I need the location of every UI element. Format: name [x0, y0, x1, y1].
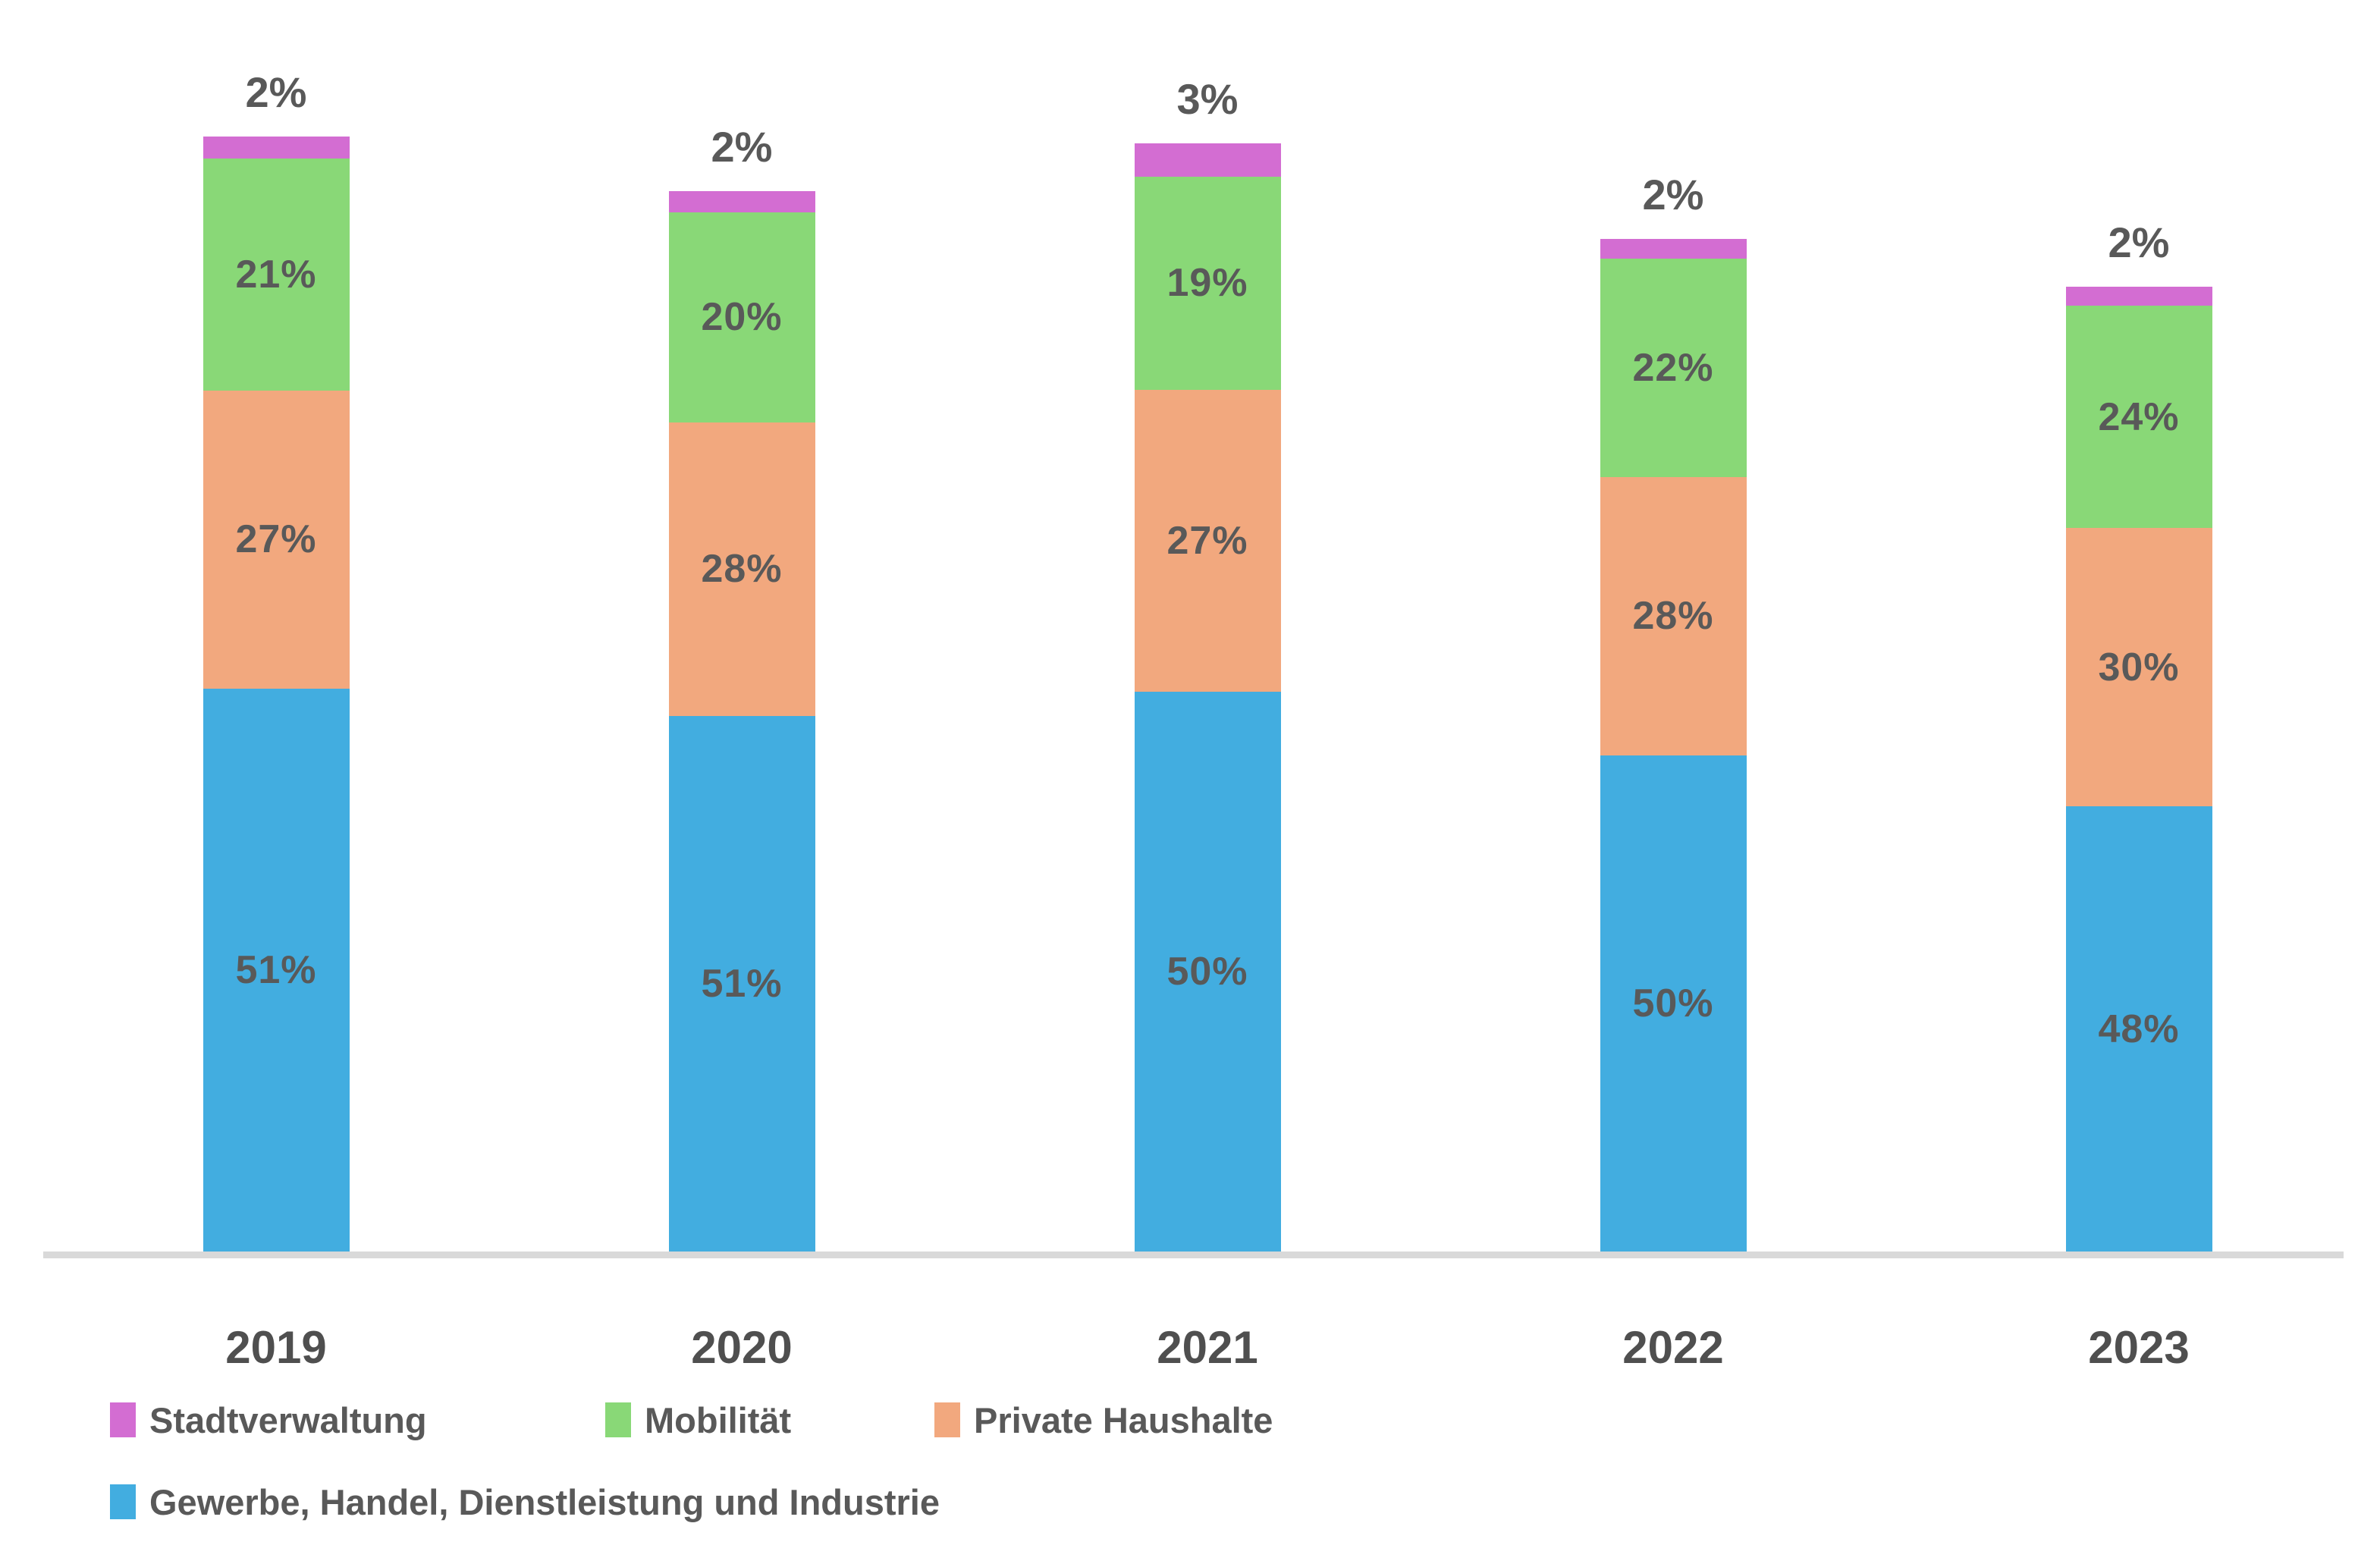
- bar-group-2021: 19% 27% 50% 3%: [1134, 75, 1281, 1252]
- bar-stack-2020: 20% 28% 51%: [668, 191, 815, 1252]
- segment-stadtverwaltung-2021: [1134, 143, 1281, 177]
- data-label-above: 2%: [2108, 218, 2170, 267]
- legend-item-private-haushalte: Private Haushalte: [934, 1399, 1273, 1441]
- segment-gewerbe-2019: 51%: [203, 688, 350, 1252]
- data-label-above: 2%: [245, 68, 307, 116]
- bar-group-2023: 24% 30% 48% 2%: [2065, 218, 2212, 1252]
- segment-stadtverwaltung-2023: [2065, 287, 2212, 306]
- x-axis-label-2021: 2021: [1157, 1322, 1258, 1373]
- segment-gewerbe-2022: 50%: [1600, 755, 1747, 1252]
- legend-label: Stadtverwaltung: [149, 1399, 427, 1440]
- legend-item-stadtverwaltung: Stadtverwaltung: [110, 1399, 427, 1441]
- legend-item-mobilität: Mobilität: [605, 1399, 791, 1441]
- legend-swatch-icon: [110, 1402, 136, 1437]
- x-axis-line: [43, 1252, 2344, 1258]
- x-axis-label-2022: 2022: [1622, 1322, 1724, 1373]
- data-label: 27%: [1166, 518, 1248, 563]
- legend-label: Private Haushalte: [974, 1399, 1273, 1440]
- data-label-above: 2%: [1642, 171, 1704, 219]
- segment-mobilität-2022: 22%: [1600, 259, 1747, 478]
- data-label: 48%: [2098, 1007, 2180, 1051]
- bar-group-2020: 20% 28% 51% 2%: [668, 123, 815, 1252]
- legend-label: Mobilität: [645, 1399, 792, 1440]
- segment-private-haushalte-2023: 30%: [2065, 528, 2212, 807]
- data-label: 50%: [1166, 949, 1248, 994]
- segment-mobilität-2019: 21%: [203, 159, 350, 391]
- data-label: 51%: [701, 961, 783, 1006]
- data-label: 22%: [1632, 346, 1714, 391]
- segment-mobilität-2023: 24%: [2065, 305, 2212, 529]
- segment-stadtverwaltung-2019: [203, 137, 350, 159]
- x-axis-label-2019: 2019: [225, 1322, 327, 1373]
- data-label: 50%: [1632, 981, 1714, 1025]
- data-label: 28%: [1632, 594, 1714, 639]
- segment-private-haushalte-2022: 28%: [1600, 477, 1747, 755]
- segment-mobilität-2021: 19%: [1134, 177, 1281, 390]
- segment-gewerbe-2020: 51%: [668, 716, 815, 1252]
- x-axis-label-2023: 2023: [2088, 1322, 2190, 1373]
- data-label-above: 2%: [711, 123, 773, 171]
- bar-group-2019: 21% 27% 51% 2%: [203, 68, 350, 1252]
- bar-stack-2022: 22% 28% 50%: [1600, 239, 1747, 1252]
- segment-private-haushalte-2020: 28%: [668, 422, 815, 717]
- segment-gewerbe-2021: 50%: [1134, 692, 1281, 1252]
- segment-stadtverwaltung-2022: [1600, 239, 1747, 259]
- segment-stadtverwaltung-2020: [668, 191, 815, 212]
- data-label-above: 3%: [1176, 74, 1239, 123]
- data-label: 28%: [701, 547, 783, 592]
- bar-stack-2019: 21% 27% 51%: [203, 137, 350, 1252]
- legend-swatch-icon: [934, 1402, 960, 1437]
- legend-label: Gewerbe, Handel, Dienstleistung und Indu…: [149, 1481, 940, 1522]
- data-label: 21%: [235, 252, 317, 297]
- x-axis-label-2020: 2020: [691, 1322, 793, 1373]
- data-label: 19%: [1166, 261, 1248, 306]
- data-label: 27%: [235, 517, 317, 562]
- data-label: 30%: [2098, 645, 2180, 689]
- data-label: 20%: [701, 295, 783, 340]
- segment-private-haushalte-2021: 27%: [1134, 389, 1281, 692]
- legend-swatch-icon: [110, 1484, 136, 1519]
- segment-private-haushalte-2019: 27%: [203, 390, 350, 689]
- segment-mobilität-2020: 20%: [668, 212, 815, 422]
- legend-item-gewerbe: Gewerbe, Handel, Dienstleistung und Indu…: [110, 1481, 940, 1523]
- bar-stack-2023: 24% 30% 48%: [2065, 287, 2212, 1252]
- segment-gewerbe-2023: 48%: [2065, 806, 2212, 1252]
- legend-swatch-icon: [605, 1402, 631, 1437]
- data-label: 24%: [2098, 394, 2180, 439]
- data-label: 51%: [235, 947, 317, 992]
- bar-group-2022: 22% 28% 50% 2%: [1600, 171, 1747, 1252]
- bar-stack-2021: 19% 27% 50%: [1134, 143, 1281, 1252]
